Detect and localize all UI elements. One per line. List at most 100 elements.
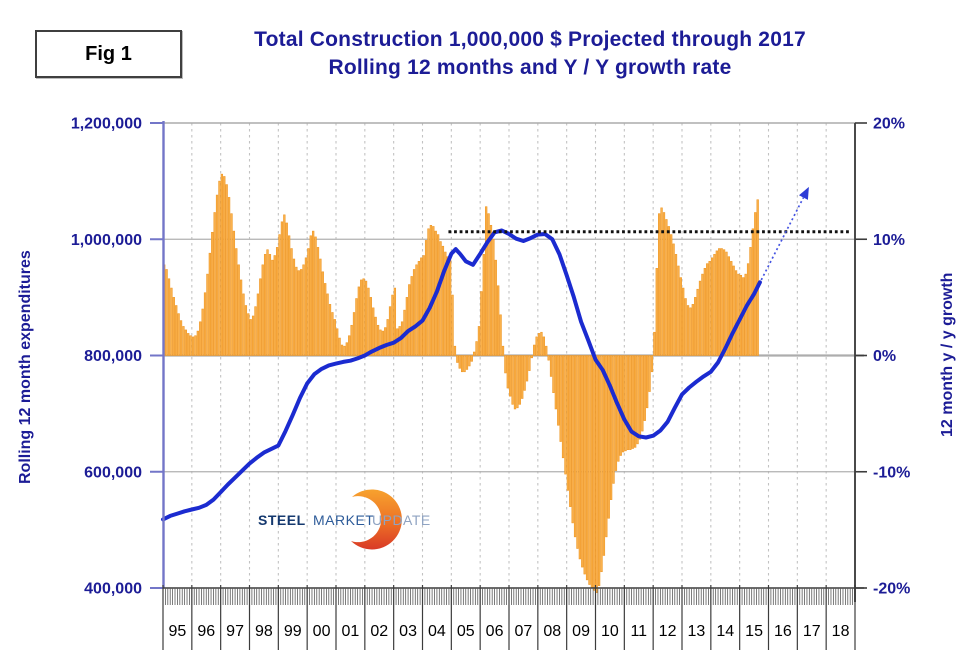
growth-bar (701, 273, 704, 356)
growth-bar (412, 269, 416, 356)
growth-bar (290, 248, 293, 356)
growth-bar (345, 342, 348, 356)
growth-bar (518, 355, 521, 405)
growth-bar (391, 294, 394, 356)
growth-bar (542, 336, 545, 356)
growth-bar (432, 226, 435, 356)
growth-bar (179, 320, 183, 356)
growth-bar (499, 314, 502, 356)
growth-bar (631, 355, 634, 449)
growth-bar (227, 197, 231, 356)
growth-bar (328, 304, 332, 356)
growth-bar (547, 355, 550, 361)
growth-bar (710, 257, 714, 356)
growth-bar (746, 263, 750, 356)
growth-bar (480, 291, 483, 356)
x-axis-year-label: 96 (197, 623, 215, 640)
x-axis-year-label: 13 (688, 623, 706, 640)
growth-bar (653, 331, 656, 356)
right-axis-tick-label: -20% (873, 581, 910, 598)
growth-bar (535, 336, 538, 356)
growth-bar (172, 297, 175, 356)
growth-bar (364, 280, 368, 356)
right-axis-tick-label: 20% (873, 116, 905, 133)
growth-bar (590, 355, 594, 589)
growth-bar (280, 221, 284, 356)
right-axis-tick-label: -10% (873, 464, 910, 481)
growth-bar (754, 212, 757, 356)
growth-bar (456, 355, 459, 363)
growth-bar (482, 254, 485, 356)
growth-bar (506, 355, 509, 389)
growth-bar (225, 184, 228, 356)
growth-bar (372, 307, 375, 356)
growth-bar (667, 226, 670, 356)
growth-bar (208, 252, 212, 356)
growth-bar (355, 298, 358, 356)
growth-bar (756, 199, 759, 356)
growth-bar (605, 355, 608, 538)
growth-bar (679, 277, 682, 356)
growth-bar (307, 248, 310, 356)
growth-bar (374, 316, 377, 356)
growth-bar (201, 308, 204, 356)
growth-bar (321, 271, 324, 356)
growth-bar (271, 259, 274, 356)
growth-bar (670, 234, 673, 356)
growth-bar (607, 355, 610, 519)
growth-bar (468, 355, 471, 367)
growth-bar (206, 273, 209, 356)
growth-bar (477, 326, 481, 356)
growth-bar (348, 335, 351, 356)
logo-word-market: MARKET (313, 512, 374, 528)
growth-bar (614, 355, 618, 471)
growth-bar (333, 319, 336, 356)
tick-labels: 1,200,000 1,000,000 800,000 600,000 400,000 2… (71, 116, 911, 641)
growth-bar (665, 219, 668, 356)
growth-bar (273, 255, 276, 356)
growth-bar (266, 249, 269, 356)
x-axis-year-label: 99 (284, 623, 302, 640)
growth-bar (694, 297, 697, 356)
growth-bar (439, 241, 442, 356)
growth-bar (682, 287, 685, 356)
growth-bar (720, 248, 723, 356)
x-axis-year-label: 18 (832, 623, 850, 640)
growth-bar (235, 248, 238, 356)
x-axis-year-label: 02 (370, 623, 388, 640)
growth-bar (165, 269, 168, 356)
x-axis-year-label: 17 (803, 623, 821, 640)
growth-bar (446, 256, 449, 356)
growth-bar (504, 355, 507, 374)
expenditure-polyline (161, 228, 762, 522)
right-axis-tick-label: 0% (873, 348, 896, 365)
growth-bar (650, 355, 654, 373)
growth-bar (285, 222, 288, 356)
growth-bar (696, 288, 699, 356)
growth-bar (211, 231, 214, 356)
x-axis-year-label: 08 (543, 623, 561, 640)
growth-bar (292, 258, 296, 356)
growth-bar (324, 283, 327, 356)
x-axis-year-label: 15 (745, 623, 763, 640)
growth-bar (408, 284, 411, 356)
growth-bar (309, 235, 312, 356)
axes (150, 121, 867, 650)
growth-bar (674, 254, 678, 356)
growth-bar (213, 212, 216, 356)
growth-bar (393, 287, 397, 356)
right-axis-tick-label: 10% (873, 232, 905, 249)
growth-bar (384, 327, 387, 356)
growth-bar (713, 254, 716, 356)
projection-arrow-shaft (760, 197, 805, 281)
growth-bar (215, 194, 219, 356)
growth-bar (278, 234, 281, 356)
growth-bar (703, 268, 706, 356)
growth-bar (744, 273, 747, 356)
growth-bar (571, 355, 574, 524)
growth-bar (441, 245, 445, 356)
growth-bar (194, 335, 197, 356)
growth-bar (487, 213, 490, 356)
growth-bar (381, 330, 385, 356)
